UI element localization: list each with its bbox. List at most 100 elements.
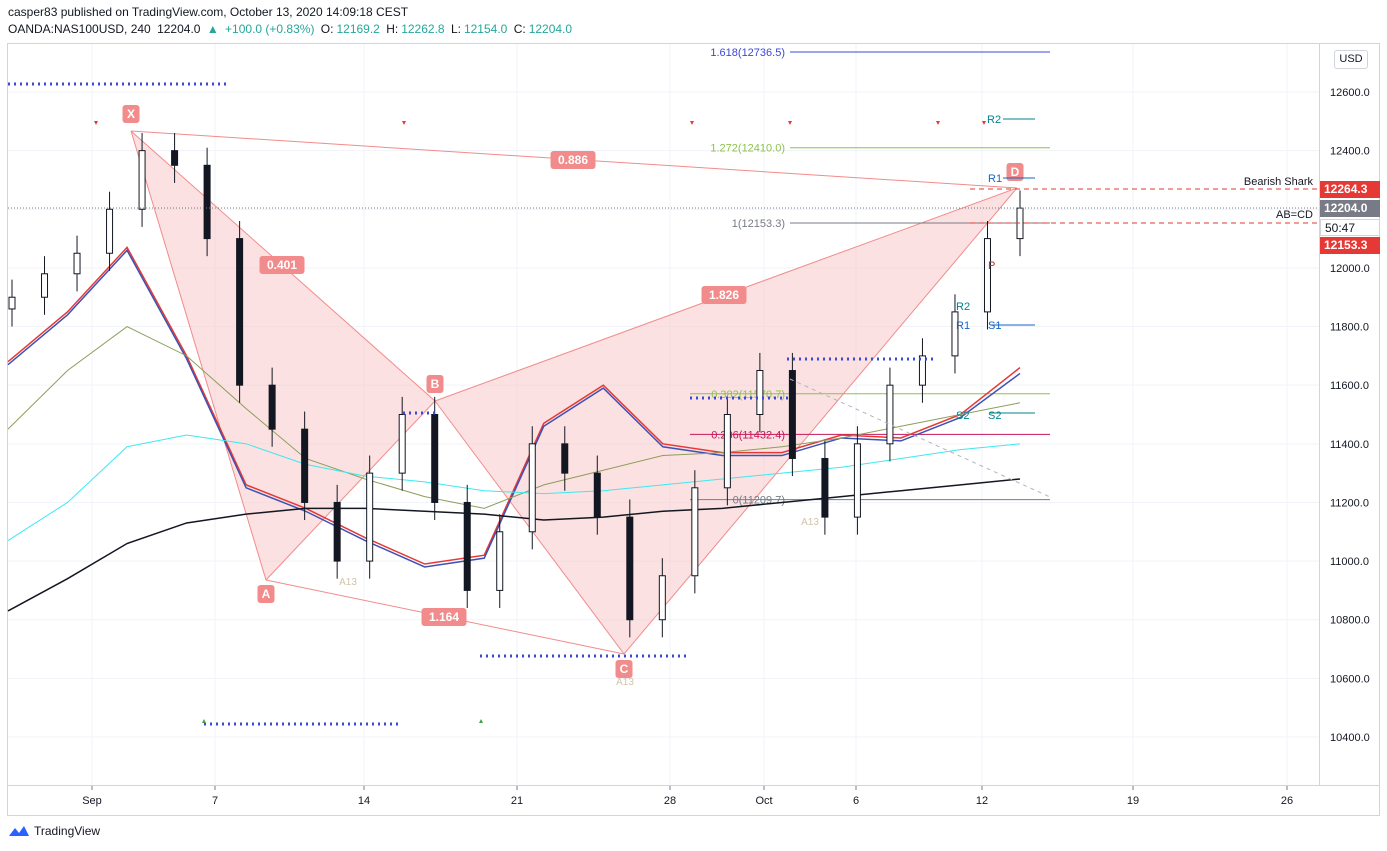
- y-tick-label: 11200.0: [1330, 497, 1369, 509]
- candle-body: [756, 370, 764, 416]
- buy-marker-icon: [479, 719, 483, 723]
- x-tick-label: Sep: [82, 795, 102, 807]
- tradingview-brand: TradingView: [34, 824, 101, 838]
- pattern-point-d-bg: [1006, 163, 1024, 181]
- y-tick-label: 11600.0: [1330, 380, 1369, 392]
- candle-body: [593, 472, 601, 518]
- pattern-leg-cd: [623, 187, 1018, 655]
- candle-body: [463, 501, 471, 591]
- candle-body: [398, 414, 406, 474]
- pattern-ratio: 1.826: [709, 288, 739, 302]
- ohlc-legend: OANDA:NAS100USD, 240 12204.0 ▲ +100.0 (+…: [8, 22, 575, 36]
- x-tick-label: 28: [664, 795, 676, 807]
- sell-marker-icon: [936, 121, 940, 125]
- x-tick-label: 19: [1127, 795, 1139, 807]
- candle-body: [138, 150, 146, 210]
- fib-level-label: 0.236(11432.4): [711, 429, 785, 441]
- up-triangle-icon: ▲: [206, 22, 219, 36]
- y-tick-label: 10400.0: [1330, 732, 1370, 744]
- sell-marker-icon: [402, 121, 406, 125]
- pattern-point-b: B: [431, 377, 440, 391]
- candle-body: [236, 238, 244, 386]
- sma-black-line: [7, 478, 1021, 612]
- signal-label: A13: [801, 517, 819, 528]
- fib-level-label: 0.382(11570.7): [711, 389, 785, 401]
- y-tick-label: 12600.0: [1330, 87, 1370, 99]
- sell-marker-icon: [982, 121, 986, 125]
- candle-body: [821, 457, 829, 518]
- time-axis[interactable]: [7, 786, 1380, 816]
- candle-body: [983, 238, 991, 313]
- price-tag-upper: 12264.3: [1320, 181, 1380, 198]
- price-axis[interactable]: [1320, 43, 1380, 786]
- x-tick-label: 7: [212, 795, 218, 807]
- pattern-point-b-bg: [426, 375, 444, 393]
- pivot-label: S2: [956, 410, 969, 422]
- candle-body: [203, 164, 211, 240]
- candle-body: [301, 428, 309, 503]
- pivot-label: S2: [988, 410, 1001, 422]
- y-tick-label: 12400.0: [1330, 146, 1370, 158]
- last-price: 12204.0: [157, 22, 201, 36]
- pattern-leg-xa: [130, 130, 267, 581]
- open-label: O:: [320, 22, 334, 36]
- fib-level-label: 1.272(12410.0): [710, 143, 785, 155]
- low-label: L:: [450, 22, 461, 36]
- x-tick-label: 12: [976, 795, 988, 807]
- close-label: C:: [513, 22, 526, 36]
- candle-body: [918, 355, 926, 386]
- plot-area[interactable]: [7, 43, 1320, 786]
- candle-body: [106, 208, 114, 254]
- abcd-label: AB=CD: [1276, 209, 1313, 221]
- candle-body: [366, 472, 374, 562]
- close-value: 12204.0: [528, 22, 573, 36]
- candle-body: [723, 414, 731, 489]
- sell-marker-icon: [788, 121, 792, 125]
- open-value: 12169.2: [336, 22, 380, 36]
- symbol-label[interactable]: OANDA:NAS100USD, 240: [8, 22, 151, 36]
- pivot-label: S1: [988, 320, 1001, 332]
- candle-body: [626, 516, 634, 621]
- tradingview-logo-icon: [9, 826, 29, 836]
- pattern-ratio: 1.164: [429, 610, 459, 624]
- pattern-ratio: 0.886: [558, 153, 588, 167]
- pattern-point-a: A: [262, 587, 271, 601]
- candle-body: [41, 273, 49, 298]
- sell-marker-icon: [94, 121, 98, 125]
- x-tick-label: 6: [853, 795, 859, 807]
- candle-body: [171, 150, 179, 166]
- candle-body: [8, 296, 16, 310]
- low-value: 12154.0: [463, 22, 508, 36]
- pivot-label: R1: [956, 320, 970, 332]
- candle-body: [496, 531, 504, 591]
- currency-button[interactable]: USD: [1334, 50, 1368, 69]
- candle-body: [528, 443, 536, 533]
- pattern-point-c: C: [620, 662, 629, 676]
- y-tick-label: 11400.0: [1330, 439, 1369, 451]
- candle-body: [788, 370, 796, 459]
- sell-marker-icon: [690, 121, 694, 125]
- pattern-ratio-bg: [701, 286, 747, 304]
- y-tick-label: 11800.0: [1330, 322, 1369, 334]
- price-tag-lower: 12153.3: [1320, 237, 1380, 254]
- pattern-name-label: Bearish Shark: [1244, 176, 1314, 188]
- pattern-ratio-bg: [421, 608, 467, 626]
- signal-label: A13: [339, 577, 357, 588]
- y-tick-label: 11000.0: [1330, 556, 1369, 568]
- candle-body: [886, 384, 894, 445]
- pattern-ratio: 0.401: [267, 258, 297, 272]
- pattern-point-x-bg: [122, 105, 140, 123]
- tradingview-footer[interactable]: TradingView: [8, 824, 100, 838]
- pattern-point-d: D: [1011, 165, 1020, 179]
- fib-level-label: 1(12153.3): [732, 218, 785, 230]
- candle-body: [268, 384, 276, 430]
- x-tick-label: 21: [511, 795, 523, 807]
- pattern-ratio-bg: [550, 151, 596, 169]
- candle-body: [658, 575, 666, 621]
- price-tag-current: 12204.0: [1320, 200, 1380, 217]
- pattern-leg-ab: [265, 400, 436, 581]
- pivot-label: R1: [988, 173, 1002, 185]
- sma-green-line: [7, 325, 1021, 509]
- x-tick-label: 26: [1281, 795, 1293, 807]
